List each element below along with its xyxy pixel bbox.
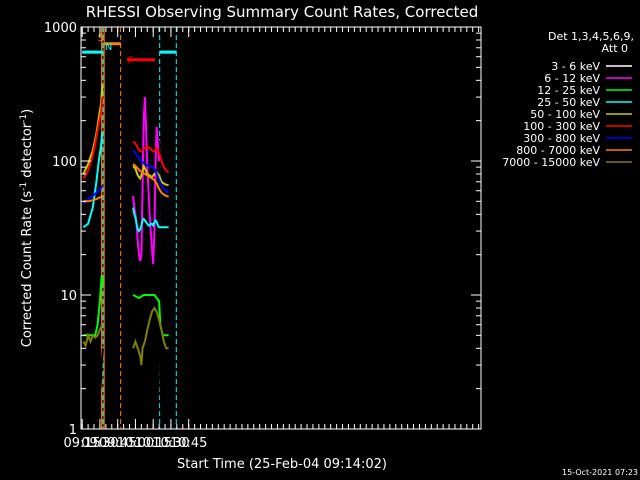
y-axis-label: Corrected Count Rate (s-1 detector-1) [19,109,35,347]
x-tick-label: 10:00 [117,436,154,451]
footer-timestamp: 15-Oct-2021 07:23 [562,468,638,477]
series-line [82,324,104,349]
series-line [82,131,104,229]
saa-label: S [98,33,104,44]
y-axis-label-mid: detector [20,122,35,182]
series-line [132,149,170,194]
flare-label: F [128,56,134,67]
x-tick-label: 09:45 [99,436,136,451]
series-line [82,97,104,180]
series-line [83,275,104,337]
legend-entry-label: 100 - 300 keV [523,120,600,133]
legend-header-line2: Att 0 [602,42,628,55]
series-line [132,306,169,366]
legend-entry-label: 300 - 800 keV [523,132,600,145]
legend-entry-label: 7000 - 15000 keV [502,156,600,169]
y-tick-label: 1 [69,423,77,438]
series-line [98,348,104,389]
legend-entry-label: 50 - 100 keV [530,108,600,121]
x-tick-label: 09:15 [63,436,100,451]
y-tick-label: 100 [52,155,77,170]
series-line [132,97,161,265]
legend-entry-label: 25 - 50 keV [537,96,600,109]
x-tick-label: 10:15 [134,436,171,451]
axes-layer: 1 10 100 1000 09:1509:3009:4510:0010:1510:30… [44,21,481,451]
x-tick-label: 10:45 [170,436,207,451]
series-line [83,195,103,203]
legend-entry-label: 12 - 25 keV [537,84,600,97]
y-axis-label-sup1: -1 [19,182,29,191]
x-tick-label: 10:30 [152,436,189,451]
series-line [132,163,170,198]
legend-entry-label: 800 - 7000 keV [516,144,600,157]
legend-entry-label: 3 - 6 keV [551,60,600,73]
y-tick-label: 1000 [44,21,77,36]
y-tick-label: 10 [60,289,77,304]
legend-entry-label: 6 - 12 keV [544,72,600,85]
series-line [132,140,170,174]
y-axis-label-main: Corrected Count Rate (s [20,191,35,348]
plot-frame [80,26,482,430]
x-axis-label: Start Time (25-Feb-04 09:14:02) [177,457,387,472]
night-label: N [105,42,112,53]
series-layer [82,84,170,419]
x-tick-label: 09:30 [81,436,118,451]
y-axis-label-end: ) [20,109,35,114]
series-line [132,162,169,187]
series-line [132,207,169,233]
y-axis-label-sup2: -1 [19,114,29,123]
series-line [82,185,104,205]
chart-title: RHESSI Observing Summary Count Rates, Co… [86,3,479,21]
plot-border [80,26,482,430]
legend-header-line1: Det 1,3,4,5,6,9, [548,30,634,43]
